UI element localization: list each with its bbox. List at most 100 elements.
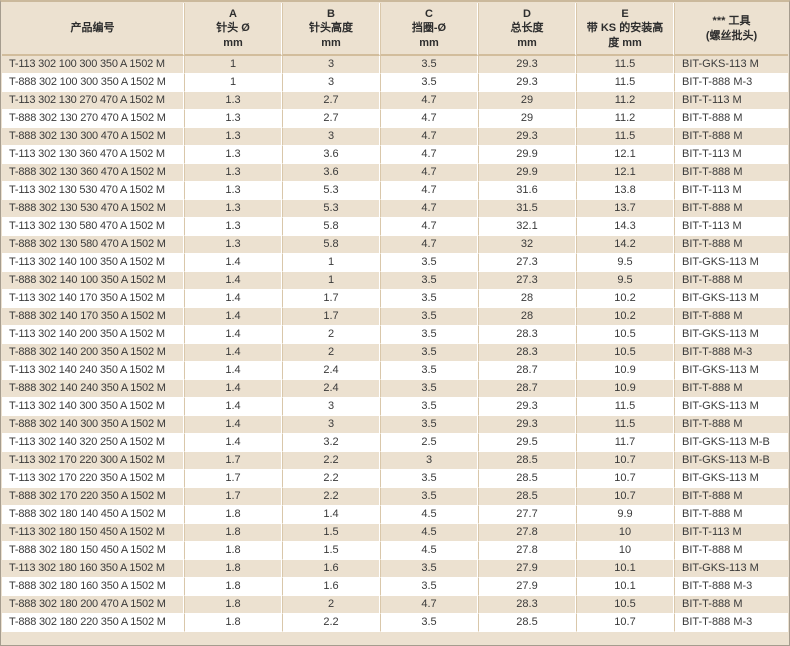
table-cell: 9.9 [576, 506, 674, 524]
table-cell: 3.5 [380, 416, 478, 434]
table-cell: BIT-T-113 M [674, 218, 788, 236]
header-row: 产品编号 A 针头 Ø mm B 针头高度 mm C 挡圈-Ø mm [2, 3, 788, 56]
table-cell: BIT-T-888 M-3 [674, 344, 788, 362]
table-cell: 1.8 [184, 506, 282, 524]
table-row: T-888 302 100 300 350 A 1502 M 1 3 3.5 29.3 1… [2, 74, 788, 92]
table-cell: 3.5 [380, 578, 478, 596]
table-cell: BIT-T-888 M [674, 110, 788, 128]
table-cell: 2 [282, 326, 380, 344]
table-cell: 3 [380, 452, 478, 470]
table-cell: 1.3 [184, 128, 282, 146]
table-cell: BIT-GKS-113 M [674, 362, 788, 380]
table-cell: 4.5 [380, 542, 478, 560]
table-cell: 27.3 [478, 254, 576, 272]
table-cell: 1 [184, 74, 282, 92]
table-cell: 3 [282, 56, 380, 74]
table-cell: T-113 302 130 580 470 A 1502 M [2, 218, 184, 236]
table-cell: 4.7 [380, 146, 478, 164]
table-cell: BIT-GKS-113 M [674, 326, 788, 344]
table-cell: 13.7 [576, 200, 674, 218]
table-cell: T-113 302 130 530 470 A 1502 M [2, 182, 184, 200]
table-cell: T-888 302 130 530 470 A 1502 M [2, 200, 184, 218]
table-row: T-888 302 140 100 350 A 1502 M 1.4 1 3.5 27.… [2, 272, 788, 290]
table-row: T-888 302 140 170 350 A 1502 M 1.4 1.7 3.5 2… [2, 308, 788, 326]
header-label: 针头高度 [309, 22, 353, 35]
table-cell: 1.3 [184, 110, 282, 128]
table-cell: BIT-T-113 M [674, 92, 788, 110]
table-cell: 1.3 [184, 236, 282, 254]
table-cell: 28.5 [478, 614, 576, 632]
table-cell: 3 [282, 398, 380, 416]
table-row: T-113 302 140 100 350 A 1502 M 1.4 1 3.5 27.… [2, 254, 788, 272]
table-cell: 14.3 [576, 218, 674, 236]
table-body: T-113 302 100 300 350 A 1502 M 1 3 3.5 29.3 1… [2, 56, 788, 632]
table-cell: 3.5 [380, 470, 478, 488]
table-cell: BIT-T-888 M [674, 542, 788, 560]
table-cell: BIT-T-888 M [674, 164, 788, 182]
table-cell: 1.6 [282, 578, 380, 596]
table-cell: 3.5 [380, 272, 478, 290]
table-cell: BIT-T-888 M-3 [674, 578, 788, 596]
table-cell: 28.7 [478, 362, 576, 380]
table-cell: 12.1 [576, 146, 674, 164]
table-row: T-888 302 140 240 350 A 1502 M 1.4 2.4 3.5 2… [2, 380, 788, 398]
header-e-mounting-height: E 带 KS 的安装高 度 mm [576, 3, 674, 56]
table-cell: 2.7 [282, 92, 380, 110]
table-cell: 10 [576, 524, 674, 542]
header-c-retaining-ring-diameter: C 挡圈-Ø mm [380, 3, 478, 56]
table-cell: 3.5 [380, 560, 478, 578]
header-unit: mm [517, 36, 537, 49]
table-cell: 1.4 [184, 344, 282, 362]
table-row: T-113 302 130 360 470 A 1502 M 1.3 3.6 4.7 2… [2, 146, 788, 164]
table-cell: 11.5 [576, 398, 674, 416]
table-cell: 11.7 [576, 434, 674, 452]
table-cell: 3 [282, 416, 380, 434]
table-cell: 1.5 [282, 524, 380, 542]
table-cell: 10.7 [576, 452, 674, 470]
table-cell: 1 [282, 272, 380, 290]
table-row: T-113 302 130 270 470 A 1502 M 1.3 2.7 4.7 2… [2, 92, 788, 110]
table-cell: 1 [184, 56, 282, 74]
table-cell: 2.2 [282, 488, 380, 506]
table-cell: 1.4 [184, 380, 282, 398]
table-cell: BIT-GKS-113 M [674, 560, 788, 578]
table-cell: BIT-T-888 M [674, 128, 788, 146]
table-row: T-888 302 180 160 350 A 1502 M 1.8 1.6 3.5 2… [2, 578, 788, 596]
table-row: T-113 302 170 220 350 A 1502 M 1.7 2.2 3.5 2… [2, 470, 788, 488]
table-cell: 9.5 [576, 254, 674, 272]
table-cell: 3 [282, 128, 380, 146]
table-cell: 1.8 [184, 542, 282, 560]
header-unit: mm [321, 36, 341, 49]
table-cell: BIT-T-113 M [674, 524, 788, 542]
table-row: T-113 302 140 320 250 A 1502 M 1.4 3.2 2.5 2… [2, 434, 788, 452]
table-cell: 1.3 [184, 164, 282, 182]
header-sublabel: (螺丝批头) [705, 29, 758, 42]
table-row: T-888 302 130 270 470 A 1502 M 1.3 2.7 4.7 2… [2, 110, 788, 128]
table-cell: 31.5 [478, 200, 576, 218]
table-cell: 27.3 [478, 272, 576, 290]
header-letter: E [621, 8, 629, 21]
table-cell: 2.7 [282, 110, 380, 128]
table-cell: 29 [478, 110, 576, 128]
table-cell: 3.5 [380, 290, 478, 308]
table-cell: T-113 302 140 100 350 A 1502 M [2, 254, 184, 272]
table-row: T-113 302 140 200 350 A 1502 M 1.4 2 3.5 28.… [2, 326, 788, 344]
table-cell: 27.8 [478, 524, 576, 542]
table-cell: 3.5 [380, 344, 478, 362]
table-cell: 11.5 [576, 74, 674, 92]
table-cell: 2.2 [282, 452, 380, 470]
table-cell: 4.7 [380, 110, 478, 128]
header-label: 针头 Ø [216, 22, 250, 35]
table-cell: 10.2 [576, 290, 674, 308]
table-cell: 29.9 [478, 164, 576, 182]
table-cell: 32 [478, 236, 576, 254]
table-cell: 4.7 [380, 596, 478, 614]
table-cell: 3.5 [380, 614, 478, 632]
table-cell: T-888 302 180 200 470 A 1502 M [2, 596, 184, 614]
table-cell: T-113 302 100 300 350 A 1502 M [2, 56, 184, 74]
table-cell: 28.5 [478, 470, 576, 488]
table-cell: T-888 302 130 270 470 A 1502 M [2, 110, 184, 128]
table-cell: T-113 302 170 220 350 A 1502 M [2, 470, 184, 488]
table-cell: 5.8 [282, 218, 380, 236]
table-cell: 27.7 [478, 506, 576, 524]
